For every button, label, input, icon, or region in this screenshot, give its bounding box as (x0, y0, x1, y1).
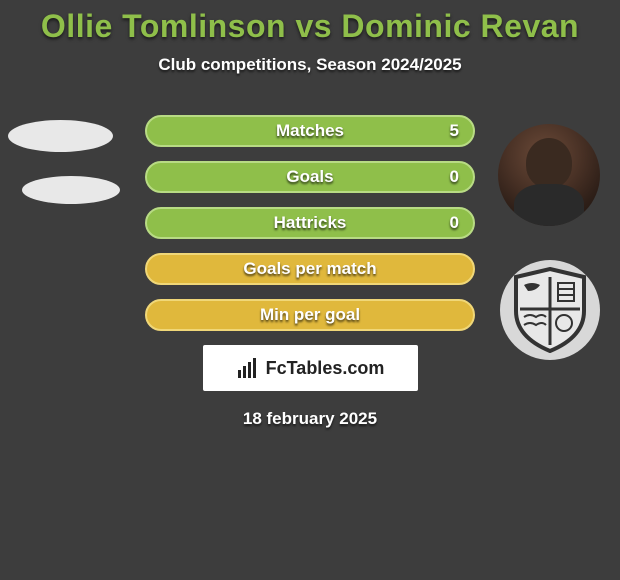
bar-chart-icon (236, 356, 260, 380)
stats-block: Matches 5 Goals 0 Hattricks 0 Goals per … (0, 115, 620, 429)
page-subtitle: Club competitions, Season 2024/2025 (0, 55, 620, 75)
stat-row: Matches 5 (0, 115, 620, 147)
stat-right-value: 0 (450, 167, 459, 187)
stat-bar-goals-per-match: Goals per match (145, 253, 475, 285)
page-title: Ollie Tomlinson vs Dominic Revan (0, 0, 620, 45)
stat-row: Hattricks 0 (0, 207, 620, 239)
stat-label: Goals per match (243, 259, 376, 279)
stat-right-value: 0 (450, 213, 459, 233)
stat-row: Goals 0 (0, 161, 620, 193)
stat-bar-min-per-goal: Min per goal (145, 299, 475, 331)
stat-row: Goals per match (0, 253, 620, 285)
stat-label: Matches (276, 121, 344, 141)
stat-row: Min per goal (0, 299, 620, 331)
stat-label: Min per goal (260, 305, 360, 325)
stat-right-value: 5 (450, 121, 459, 141)
stat-label: Goals (286, 167, 333, 187)
source-logo: FcTables.com (203, 345, 418, 391)
stat-bar-goals: Goals 0 (145, 161, 475, 193)
stat-label: Hattricks (274, 213, 347, 233)
stat-bar-matches: Matches 5 (145, 115, 475, 147)
date-label: 18 february 2025 (0, 409, 620, 429)
logo-text: FcTables.com (266, 358, 385, 379)
stat-bar-hattricks: Hattricks 0 (145, 207, 475, 239)
